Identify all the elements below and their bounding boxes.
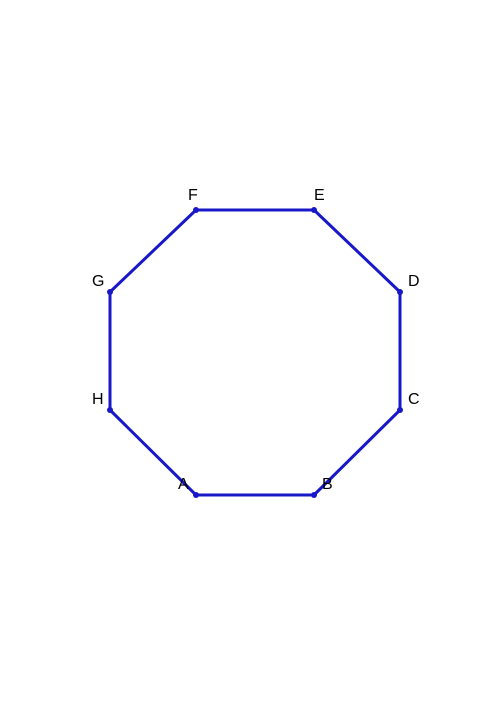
vertex-A <box>193 492 199 498</box>
vertex-label-F: F <box>188 187 198 204</box>
vertex-C <box>397 407 403 413</box>
vertex-label-A: A <box>178 476 189 493</box>
vertex-label-C: C <box>408 391 420 408</box>
vertex-label-G: G <box>92 273 104 290</box>
vertex-label-H: H <box>92 391 104 408</box>
vertex-G <box>107 289 113 295</box>
vertex-F <box>193 207 199 213</box>
vertex-D <box>397 289 403 295</box>
vertex-label-B: B <box>322 476 333 493</box>
vertex-E <box>311 207 317 213</box>
vertex-B <box>311 492 317 498</box>
diagram-background <box>0 0 500 711</box>
vertex-H <box>107 407 113 413</box>
octagon-diagram: A B C D E F G H <box>0 0 500 711</box>
vertex-label-D: D <box>408 273 420 290</box>
vertex-label-E: E <box>314 187 325 204</box>
